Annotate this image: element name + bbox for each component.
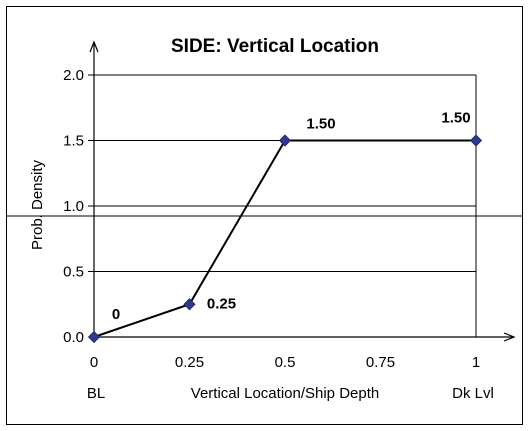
data-label: 1.50: [441, 110, 470, 127]
x-tick-label: 0.5: [275, 354, 296, 371]
x-tick-label: 0.25: [175, 354, 204, 371]
y-axis-label: Prob. Density: [29, 159, 46, 250]
y-tick-label: 0.0: [63, 329, 84, 346]
x-tick-label: 0.75: [366, 354, 395, 371]
x-tick-label: 1: [472, 354, 480, 371]
y-tick-labels: 0.0 0.5 1.0 1.5 2.0: [63, 67, 84, 346]
y-axis-arrow-icon: [89, 40, 99, 53]
x-end-label-left: BL: [87, 385, 105, 402]
x-axis-label: Vertical Location/Ship Depth: [191, 385, 379, 402]
y-tick-label: 1.0: [63, 198, 84, 215]
x-tick-label: 0: [90, 354, 98, 371]
grid: [7, 74, 522, 337]
data-point-marker: [183, 298, 196, 311]
data-label: 0.25: [207, 295, 236, 312]
series: [87, 134, 483, 344]
y-tick-label: 1.5: [63, 133, 84, 150]
y-tick-label: 2.0: [63, 67, 84, 84]
data-point-marker: [278, 134, 292, 147]
y-tick-label: 0.5: [63, 264, 84, 281]
x-tick-labels: 0 0.25 0.5 0.75 1: [90, 354, 480, 371]
axes: [89, 40, 516, 342]
x-end-label-right: Dk Lvl: [452, 385, 494, 402]
series-line: [93, 139, 476, 338]
data-point-marker: [87, 330, 101, 344]
data-label: 0: [112, 306, 120, 323]
x-axis-arrow-icon: [503, 332, 516, 342]
data-point-marker: [469, 134, 483, 147]
chart-title: SIDE: Vertical Location: [171, 36, 379, 57]
data-labels: 0 0.25 1.50 1.50: [112, 110, 471, 324]
data-label: 1.50: [306, 116, 335, 133]
